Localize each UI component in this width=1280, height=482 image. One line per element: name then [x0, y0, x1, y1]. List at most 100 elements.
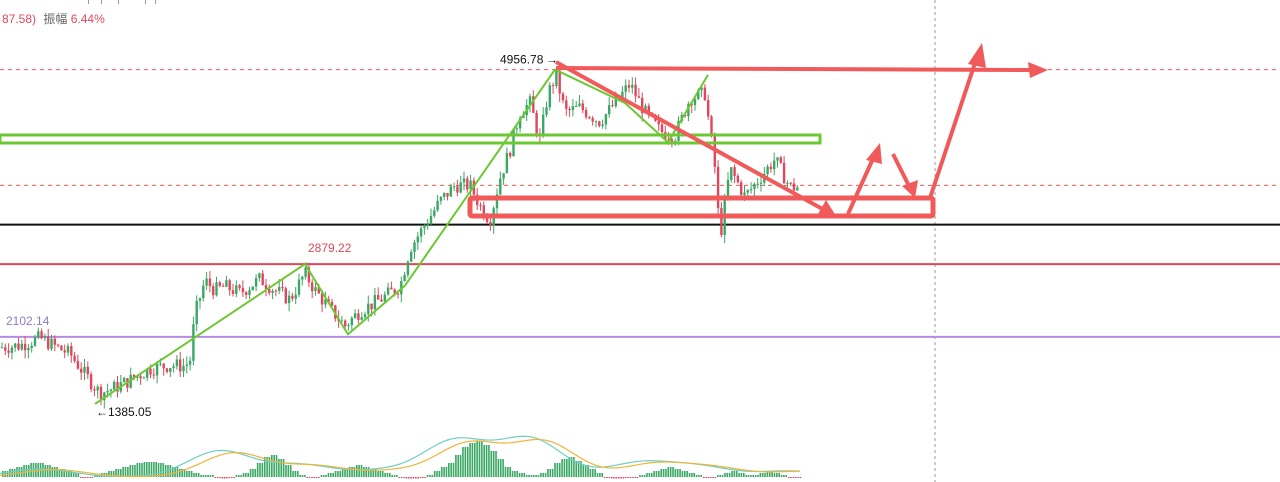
macd-bar: [162, 463, 165, 477]
top-tick-strip: [0, 0, 160, 4]
macd-bar: [115, 469, 117, 477]
candle-body: [103, 392, 106, 401]
macd-bar: [70, 471, 73, 477]
candle-body: [251, 286, 254, 291]
macd-bar: [443, 467, 445, 477]
resistance-price-label: 2879.22: [308, 241, 352, 255]
macd-bar: [606, 477, 608, 478]
macd-bar: [627, 477, 629, 478]
candle-body: [264, 285, 268, 290]
candle-body: [155, 363, 159, 376]
candle-body: [80, 368, 83, 373]
macd-bar: [629, 477, 632, 478]
macd-bar: [558, 463, 561, 477]
macd-bar: [653, 471, 655, 477]
macd-bar: [334, 471, 337, 477]
macd-bar: [282, 459, 285, 477]
macd-bar: [634, 477, 637, 478]
macd-bar: [650, 473, 653, 477]
macd-bar: [280, 459, 283, 477]
macd-bar: [242, 473, 245, 477]
candle-body: [89, 374, 93, 390]
candle-body: [47, 336, 50, 349]
macd-bar: [386, 473, 389, 477]
candle-body: [340, 320, 344, 322]
candle-body: [792, 183, 796, 191]
candle-body: [456, 186, 459, 193]
candle-body: [20, 343, 23, 350]
candle-body: [594, 121, 598, 123]
candle-body: [195, 300, 198, 325]
candle-body: [396, 293, 400, 295]
macd-bar: [193, 473, 195, 477]
top-tick: [88, 0, 89, 4]
macd-bar: [667, 467, 670, 477]
macd-bar: [757, 475, 759, 477]
macd-bar: [532, 475, 535, 477]
macd-bar: [11, 469, 14, 477]
candle-body: [27, 347, 30, 351]
candle-body: [528, 96, 532, 106]
candle-body: [268, 289, 271, 293]
candle-body: [221, 285, 225, 287]
macd-bar: [785, 475, 788, 477]
candle-body: [505, 152, 509, 174]
macd-bar: [709, 477, 712, 478]
candle-body: [198, 298, 202, 301]
candle-body: [436, 200, 439, 211]
macd-bar: [445, 467, 448, 477]
candle-body: [406, 261, 410, 275]
candle-body: [149, 368, 152, 375]
macd-bar: [86, 477, 89, 478]
candle-body: [367, 303, 370, 315]
macd-bar: [389, 473, 391, 477]
candle-body: [122, 378, 126, 383]
macd-bar: [63, 469, 65, 477]
green-resistance-band: [0, 133, 822, 145]
macd-bar: [466, 447, 469, 477]
macd-bar: [313, 477, 316, 478]
macd-bar: [771, 471, 773, 477]
macd-bar: [403, 477, 405, 478]
macd-bar: [207, 475, 209, 477]
macd-bar: [252, 469, 254, 477]
macd-bar: [296, 471, 299, 477]
macd-bar: [299, 475, 301, 477]
macd-bar: [646, 473, 648, 477]
macd-bar: [707, 477, 710, 478]
macd-bar: [348, 467, 351, 477]
macd-bar: [735, 471, 738, 477]
candle-body: [304, 267, 307, 277]
candle-body: [479, 205, 482, 207]
candle-body: [109, 389, 113, 392]
macd-bar: [617, 477, 620, 479]
candle-body: [152, 374, 155, 376]
candle-body: [330, 301, 334, 306]
projection-arrow-up: [846, 151, 878, 215]
candle-body: [212, 286, 215, 296]
macd-bar: [89, 477, 91, 478]
macd-bar: [346, 469, 349, 477]
candle-body: [433, 210, 436, 216]
macd-bar: [485, 445, 488, 477]
candle-body: [254, 278, 258, 287]
candle-body: [634, 84, 637, 97]
candle-body: [710, 116, 713, 136]
candle-body: [773, 160, 776, 170]
macd-bar: [483, 445, 486, 477]
low-price-label: 1385.05: [108, 405, 152, 419]
macd-bar: [393, 475, 396, 477]
candle-body: [225, 280, 228, 287]
top-tick: [101, 0, 102, 4]
candle-body: [730, 167, 733, 180]
macd-bar: [419, 477, 422, 478]
candle-body: [208, 278, 212, 287]
candle-body: [703, 87, 707, 101]
header-prefix: 87.58): [2, 12, 37, 26]
candle-body: [327, 299, 330, 302]
macd-bar: [584, 465, 587, 477]
candle-body: [291, 295, 294, 299]
candle-body: [565, 100, 568, 109]
macd-bar: [497, 459, 500, 477]
